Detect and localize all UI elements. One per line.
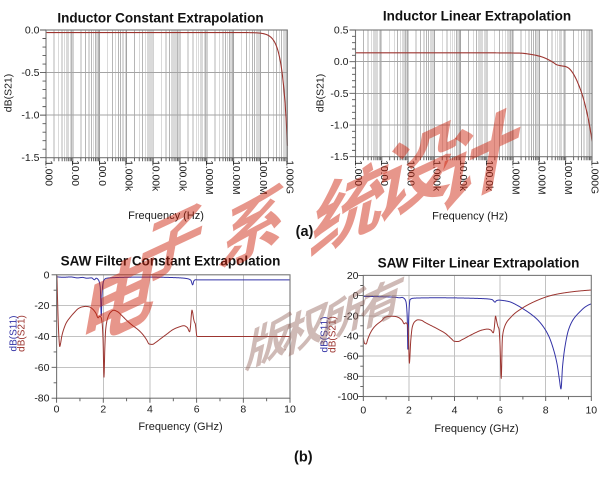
svg-text:0.0: 0.0 (334, 56, 349, 68)
svg-text:dB(S21): dB(S21) (328, 316, 339, 353)
svg-text:-40: -40 (34, 331, 49, 343)
svg-text:100.0: 100.0 (96, 160, 107, 186)
svg-text:-60: -60 (343, 351, 358, 363)
svg-text:dB(S11): dB(S11) (9, 316, 20, 352)
svg-text:1.000M: 1.000M (509, 160, 520, 194)
svg-text:6: 6 (497, 405, 503, 417)
svg-text:10.00M: 10.00M (536, 160, 547, 194)
svg-text:dB(S21): dB(S21) (17, 315, 28, 352)
svg-text:100.0M: 100.0M (562, 160, 573, 194)
svg-text:-20: -20 (34, 300, 49, 312)
svg-text:1.000G: 1.000G (588, 160, 599, 194)
svg-text:1.000: 1.000 (352, 160, 363, 186)
svg-text:Inductor Linear Extrapolation: Inductor Linear Extrapolation (383, 8, 571, 23)
svg-text:-40: -40 (343, 330, 358, 342)
svg-text:Inductor Constant Extrapolatio: Inductor Constant Extrapolation (57, 10, 263, 25)
svg-text:-1.5: -1.5 (21, 152, 39, 164)
svg-text:(b): (b) (294, 450, 313, 466)
svg-text:10: 10 (284, 404, 296, 416)
svg-text:8: 8 (543, 405, 549, 417)
svg-text:2: 2 (100, 404, 106, 416)
svg-text:1.000: 1.000 (42, 160, 53, 186)
svg-text:4: 4 (147, 404, 153, 416)
svg-text:-1.0: -1.0 (330, 120, 348, 132)
svg-text:1.000G: 1.000G (284, 160, 295, 194)
svg-text:dB(S21): dB(S21) (315, 74, 327, 113)
svg-text:2: 2 (406, 405, 412, 417)
svg-text:0.0: 0.0 (25, 25, 40, 37)
svg-text:8: 8 (240, 404, 246, 416)
svg-text:-0.5: -0.5 (330, 88, 348, 100)
svg-text:0: 0 (44, 269, 50, 281)
svg-text:0: 0 (54, 404, 60, 416)
svg-text:10.00k: 10.00k (150, 160, 161, 192)
svg-text:6: 6 (194, 404, 200, 416)
svg-text:10.00k: 10.00k (457, 160, 468, 192)
svg-text:0: 0 (360, 405, 366, 417)
svg-text:1.000M: 1.000M (203, 160, 214, 194)
svg-text:SAW Filter Linear Extrapolatio: SAW Filter Linear Extrapolation (378, 255, 580, 270)
svg-text:1.000k: 1.000k (123, 160, 134, 192)
svg-text:(a): (a) (296, 224, 314, 240)
svg-text:Frequency (GHz): Frequency (GHz) (434, 423, 518, 435)
svg-text:10: 10 (585, 405, 597, 417)
svg-text:10.00: 10.00 (69, 160, 80, 186)
svg-text:10.00M: 10.00M (230, 160, 241, 194)
svg-text:Frequency (GHz): Frequency (GHz) (138, 421, 222, 433)
svg-text:20: 20 (347, 270, 359, 282)
svg-text:-80: -80 (34, 393, 49, 405)
svg-text:-100: -100 (337, 391, 358, 403)
svg-text:-1.5: -1.5 (330, 151, 348, 163)
svg-text:-1.0: -1.0 (21, 110, 39, 122)
svg-text:-80: -80 (343, 371, 358, 383)
svg-text:0.5: 0.5 (334, 25, 349, 37)
svg-text:4: 4 (452, 405, 458, 417)
svg-text:100.0k: 100.0k (176, 160, 187, 192)
svg-text:dB(S21): dB(S21) (3, 74, 15, 113)
svg-text:-0.5: -0.5 (21, 67, 39, 79)
svg-text:Frequency (Hz): Frequency (Hz) (432, 211, 508, 223)
svg-text:-60: -60 (34, 362, 49, 374)
svg-text:100.0M: 100.0M (257, 160, 268, 194)
